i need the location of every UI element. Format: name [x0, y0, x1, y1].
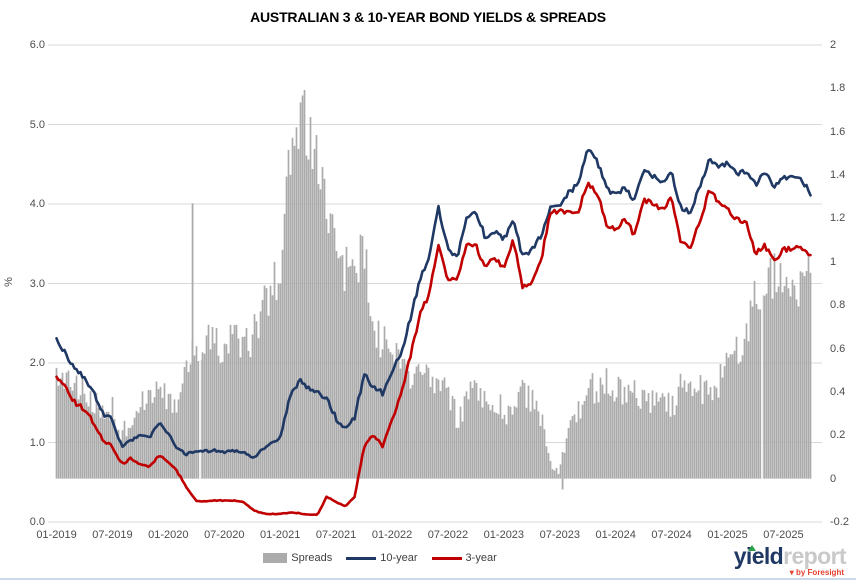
three-year-line-swatch-icon	[431, 556, 462, 560]
right-axis-tick: 1	[830, 255, 837, 268]
logo-tagline: ▾ by Foresight	[734, 568, 846, 577]
legend-label-3-year: 3-year	[465, 552, 497, 564]
left-axis-tick: 5.0	[29, 118, 45, 131]
legend-label-spreads: Spreads	[291, 552, 333, 564]
yieldreport-wordmark: yieldreport	[733, 543, 847, 569]
right-axis-tick: 0	[830, 472, 837, 485]
left-axis-tick: 4.0	[29, 198, 45, 210]
spreads-area-swatch-icon	[263, 553, 288, 563]
x-axis-tick: 01-2020	[148, 529, 189, 541]
x-axis-tick: 07-2022	[427, 529, 469, 541]
right-axis-tick: 1.4	[830, 169, 846, 182]
right-axis-tick: 0.8	[830, 299, 846, 312]
footer-rule	[0, 578, 856, 580]
legend-label-10-year: 10-year	[380, 552, 418, 564]
left-axis-tick: 2.0	[29, 357, 45, 369]
x-axis-tick: 01-2025	[707, 529, 748, 541]
legend-item-3-year: 3-year	[431, 552, 497, 564]
x-axis-tick: 07-2025	[763, 529, 804, 541]
yieldreport-logo: yieldreport ▾ by Foresight	[733, 543, 847, 577]
right-axis-tick: 0.2	[830, 429, 846, 442]
x-axis-tick: 01-2019	[36, 529, 77, 541]
x-axis-tick: 01-2022	[371, 529, 413, 541]
x-axis-tick: 01-2021	[259, 529, 301, 541]
chart-legend: Spreads 10-year 3-year	[0, 552, 760, 564]
right-axis-tick: 1.8	[830, 82, 846, 95]
x-axis-tick: 07-2019	[92, 529, 133, 541]
x-axis-tick: 01-2023	[483, 529, 525, 541]
right-axis-tick: 0.6	[830, 342, 846, 355]
logo-tagline-text: by Foresight	[795, 568, 844, 577]
ten-year-line-swatch-icon	[346, 556, 377, 560]
left-axis-tick: 6.0	[29, 39, 45, 51]
x-axis-tick: 01-2024	[595, 529, 636, 541]
logo-yield-text: yield	[733, 543, 784, 569]
x-axis-tick: 07-2021	[315, 529, 357, 541]
x-axis-tick: 07-2024	[651, 529, 692, 541]
right-axis-tick: 0.4	[830, 385, 846, 398]
right-axis-tick: 1.2	[830, 212, 846, 225]
chart-title: AUSTRALIAN 3 & 10-YEAR BOND YIELDS & SPR…	[250, 9, 606, 25]
right-axis-tick: 2	[830, 39, 837, 51]
right-axis-tick: -0.2	[830, 516, 849, 528]
x-axis-tick: 07-2020	[204, 529, 245, 541]
left-axis-tick: 3.0	[29, 277, 45, 290]
left-axis-tick: 0.0	[29, 516, 45, 528]
right-axis-tick: 1.6	[830, 125, 846, 138]
left-axis-tick: 1.0	[29, 436, 45, 449]
logo-report-text: report	[783, 543, 846, 569]
down-triangle-icon: ▾	[789, 568, 794, 577]
x-axis-tick: 07-2023	[539, 529, 580, 541]
up-triangle-icon	[747, 545, 756, 551]
legend-item-10-year: 10-year	[346, 552, 418, 564]
legend-item-spreads: Spreads	[263, 552, 332, 564]
